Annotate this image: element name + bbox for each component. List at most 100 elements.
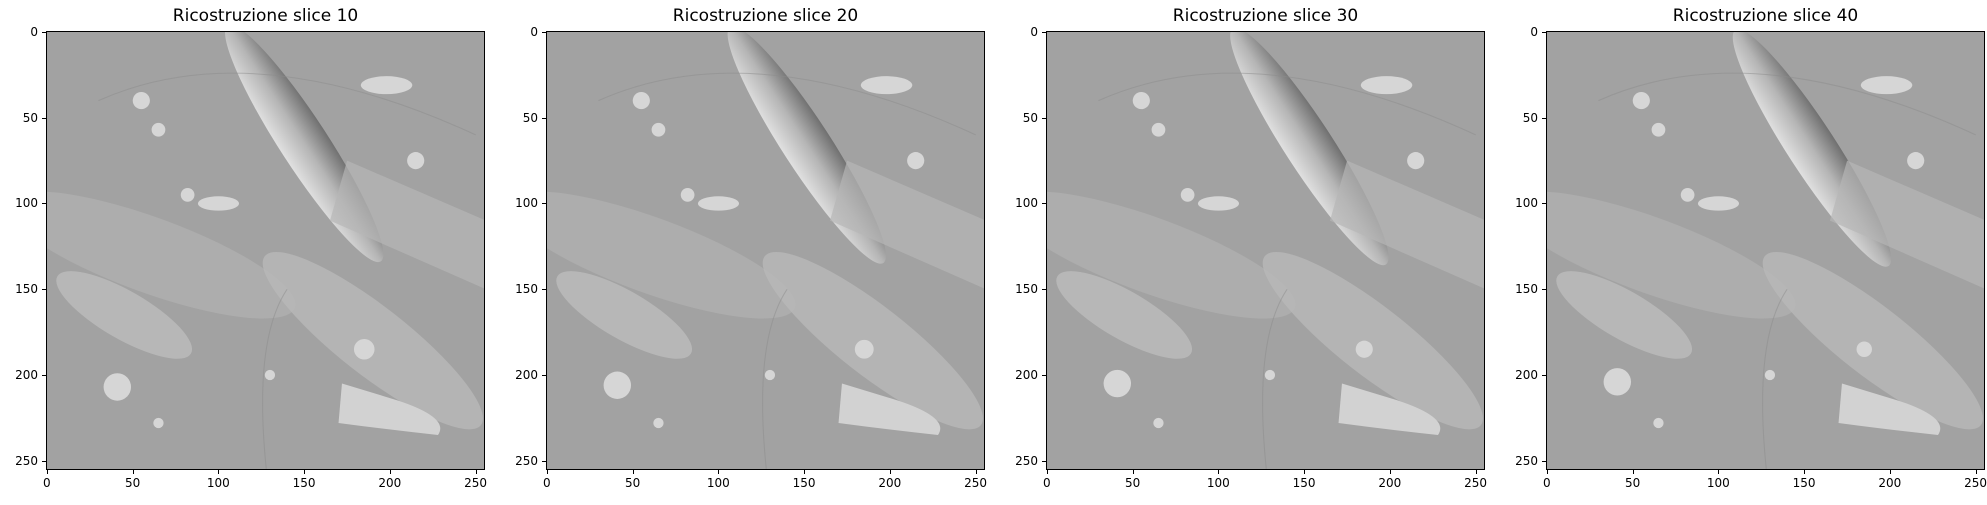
- panel-title: Ricostruzione slice 20: [672, 6, 859, 26]
- y-tick-label: 100: [1515, 196, 1538, 211]
- y-tick-mark: [542, 117, 546, 119]
- reconstruction-image: [546, 31, 985, 470]
- x-tick-label: 150: [1292, 476, 1316, 490]
- x-tick-label: 200: [878, 476, 902, 490]
- y-tick-label: 250: [15, 453, 38, 468]
- x-tick-label: 150: [792, 476, 816, 490]
- y-tick-mark: [1542, 374, 1546, 376]
- x-tick-label: 0: [1043, 476, 1051, 490]
- y-tick-label: 0: [30, 24, 38, 39]
- y-tick-label: 50: [22, 110, 38, 125]
- y-tick-label: 50: [1522, 110, 1538, 125]
- x-tick-label: 200: [378, 476, 402, 490]
- x-tick-label: 50: [124, 476, 141, 490]
- y-tick-mark: [542, 203, 546, 205]
- y-tick-mark: [42, 460, 46, 462]
- y-tick-mark: [542, 31, 546, 33]
- y-tick-label: 100: [515, 196, 538, 211]
- y-tick-mark: [542, 374, 546, 376]
- x-tick-mark: [546, 470, 548, 474]
- x-tick-label: 150: [1792, 476, 1816, 490]
- y-tick-label: 250: [1515, 453, 1538, 468]
- y-tick-label: 50: [522, 110, 538, 125]
- ct-slice-image: [547, 32, 984, 469]
- reconstruction-image: [46, 31, 485, 470]
- x-tick-label: 50: [1624, 476, 1641, 490]
- y-tick-mark: [1542, 203, 1546, 205]
- y-tick-mark: [42, 374, 46, 376]
- x-tick-label: 250: [1464, 476, 1488, 490]
- x-tick-mark: [1046, 470, 1048, 474]
- x-tick-mark: [889, 470, 891, 474]
- x-tick-mark: [975, 470, 977, 474]
- y-tick-mark: [542, 289, 546, 291]
- image-panel-3: Ricostruzione slice 30 0 50 100 150 200 250 0 50…: [1000, 0, 1487, 505]
- x-tick-label: 0: [43, 476, 51, 490]
- ct-slice-image: [47, 32, 484, 469]
- ct-slice-image: [1047, 32, 1484, 469]
- y-tick-label: 50: [1022, 110, 1038, 125]
- x-tick-label: 100: [1706, 476, 1730, 490]
- x-tick-label: 150: [292, 476, 316, 490]
- panel-title: Ricostruzione slice 10: [172, 6, 359, 26]
- y-tick-label: 100: [1015, 196, 1038, 211]
- y-tick-label: 0: [1030, 24, 1038, 39]
- y-tick-mark: [42, 289, 46, 291]
- x-tick-mark: [132, 470, 134, 474]
- y-tick-mark: [1042, 460, 1046, 462]
- y-tick-mark: [542, 460, 546, 462]
- x-tick-mark: [304, 470, 306, 474]
- x-tick-mark: [1889, 470, 1891, 474]
- y-tick-label: 200: [1015, 367, 1038, 382]
- y-tick-label: 0: [530, 24, 538, 39]
- x-tick-mark: [804, 470, 806, 474]
- y-tick-mark: [42, 203, 46, 205]
- x-tick-mark: [1132, 470, 1134, 474]
- x-tick-mark: [1546, 470, 1548, 474]
- y-tick-label: 150: [15, 282, 38, 297]
- x-tick-label: 250: [964, 476, 988, 490]
- x-tick-mark: [718, 470, 720, 474]
- y-tick-label: 0: [1530, 24, 1538, 39]
- panel-title: Ricostruzione slice 40: [1672, 6, 1859, 26]
- y-tick-mark: [1042, 117, 1046, 119]
- x-tick-label: 50: [1124, 476, 1141, 490]
- x-tick-label: 200: [1878, 476, 1902, 490]
- y-tick-mark: [1542, 289, 1546, 291]
- x-tick-mark: [1975, 470, 1977, 474]
- x-tick-label: 250: [1964, 476, 1987, 490]
- x-tick-mark: [1804, 470, 1806, 474]
- image-panel-4: Ricostruzione slice 40 0 50 100 150 200 250 0 50…: [1500, 0, 1987, 505]
- y-tick-mark: [1542, 460, 1546, 462]
- y-tick-mark: [1042, 289, 1046, 291]
- y-tick-label: 150: [1015, 282, 1038, 297]
- x-tick-label: 0: [543, 476, 551, 490]
- x-tick-mark: [1304, 470, 1306, 474]
- image-panel-2: Ricostruzione slice 20 0 50 100 150 200 250 0 50…: [500, 0, 987, 505]
- panel-title: Ricostruzione slice 30: [1172, 6, 1359, 26]
- y-tick-label: 250: [515, 453, 538, 468]
- x-tick-mark: [1389, 470, 1391, 474]
- image-panel-1: Ricostruzione slice 10 0 50 100 150 200 250 0 50…: [0, 0, 487, 505]
- y-tick-mark: [1542, 31, 1546, 33]
- x-tick-mark: [389, 470, 391, 474]
- ct-slice-image: [1547, 32, 1984, 469]
- y-tick-label: 200: [1515, 367, 1538, 382]
- x-tick-mark: [1475, 470, 1477, 474]
- reconstruction-image: [1046, 31, 1485, 470]
- x-tick-mark: [46, 470, 48, 474]
- y-tick-label: 100: [15, 196, 38, 211]
- reconstruction-image: [1546, 31, 1985, 470]
- x-tick-mark: [1718, 470, 1720, 474]
- x-tick-label: 0: [1543, 476, 1551, 490]
- x-tick-mark: [1218, 470, 1220, 474]
- y-tick-label: 250: [1015, 453, 1038, 468]
- y-tick-label: 150: [515, 282, 538, 297]
- x-tick-mark: [632, 470, 634, 474]
- x-tick-mark: [1632, 470, 1634, 474]
- x-tick-label: 100: [1206, 476, 1230, 490]
- x-tick-label: 100: [206, 476, 230, 490]
- x-tick-mark: [475, 470, 477, 474]
- y-tick-mark: [1042, 203, 1046, 205]
- y-tick-mark: [1042, 31, 1046, 33]
